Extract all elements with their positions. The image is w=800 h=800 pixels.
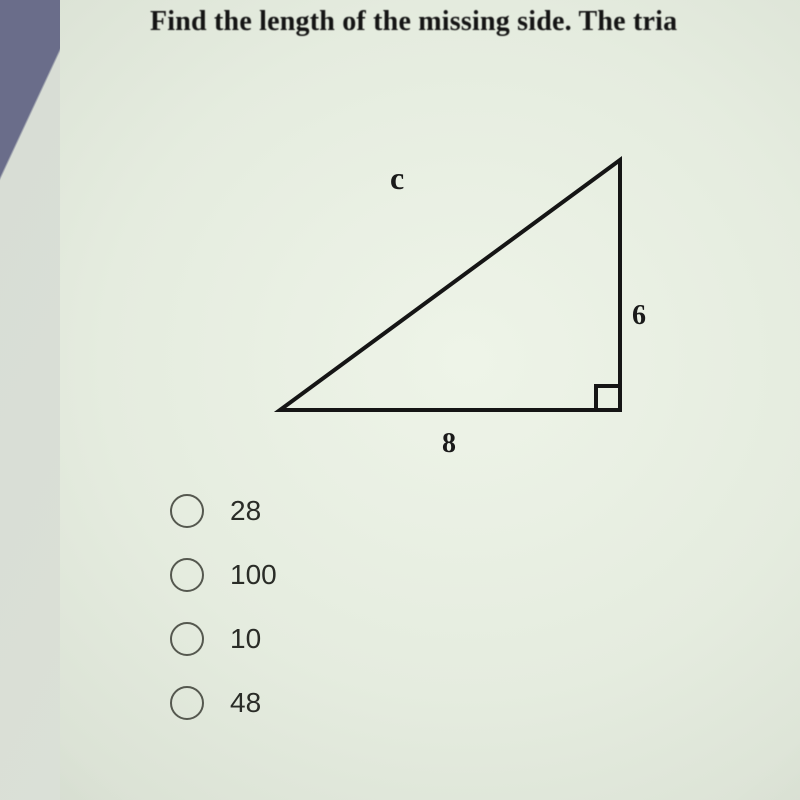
option-label: 10: [230, 623, 261, 655]
option-label: 48: [230, 687, 261, 719]
radio-icon[interactable]: [170, 686, 204, 720]
label-side-6: 6: [632, 300, 646, 332]
label-side-8: 8: [442, 428, 456, 460]
triangle-shape: [280, 160, 620, 410]
question-text: Find the length of the missing side. The…: [150, 6, 800, 38]
radio-icon[interactable]: [170, 558, 204, 592]
right-angle-marker: [596, 386, 620, 410]
triangle-figure: c 6 8: [260, 130, 680, 450]
label-hypotenuse-c: c: [390, 160, 404, 197]
option-row[interactable]: 28: [170, 494, 277, 528]
option-row[interactable]: 48: [170, 686, 277, 720]
triangle-svg: [260, 130, 680, 470]
worksheet-page: Find the length of the missing side. The…: [60, 0, 800, 800]
option-row[interactable]: 10: [170, 622, 277, 656]
answer-options: 28 100 10 48: [170, 494, 277, 720]
option-label: 100: [230, 559, 277, 591]
radio-icon[interactable]: [170, 622, 204, 656]
radio-icon[interactable]: [170, 494, 204, 528]
option-label: 28: [230, 495, 261, 527]
option-row[interactable]: 100: [170, 558, 277, 592]
